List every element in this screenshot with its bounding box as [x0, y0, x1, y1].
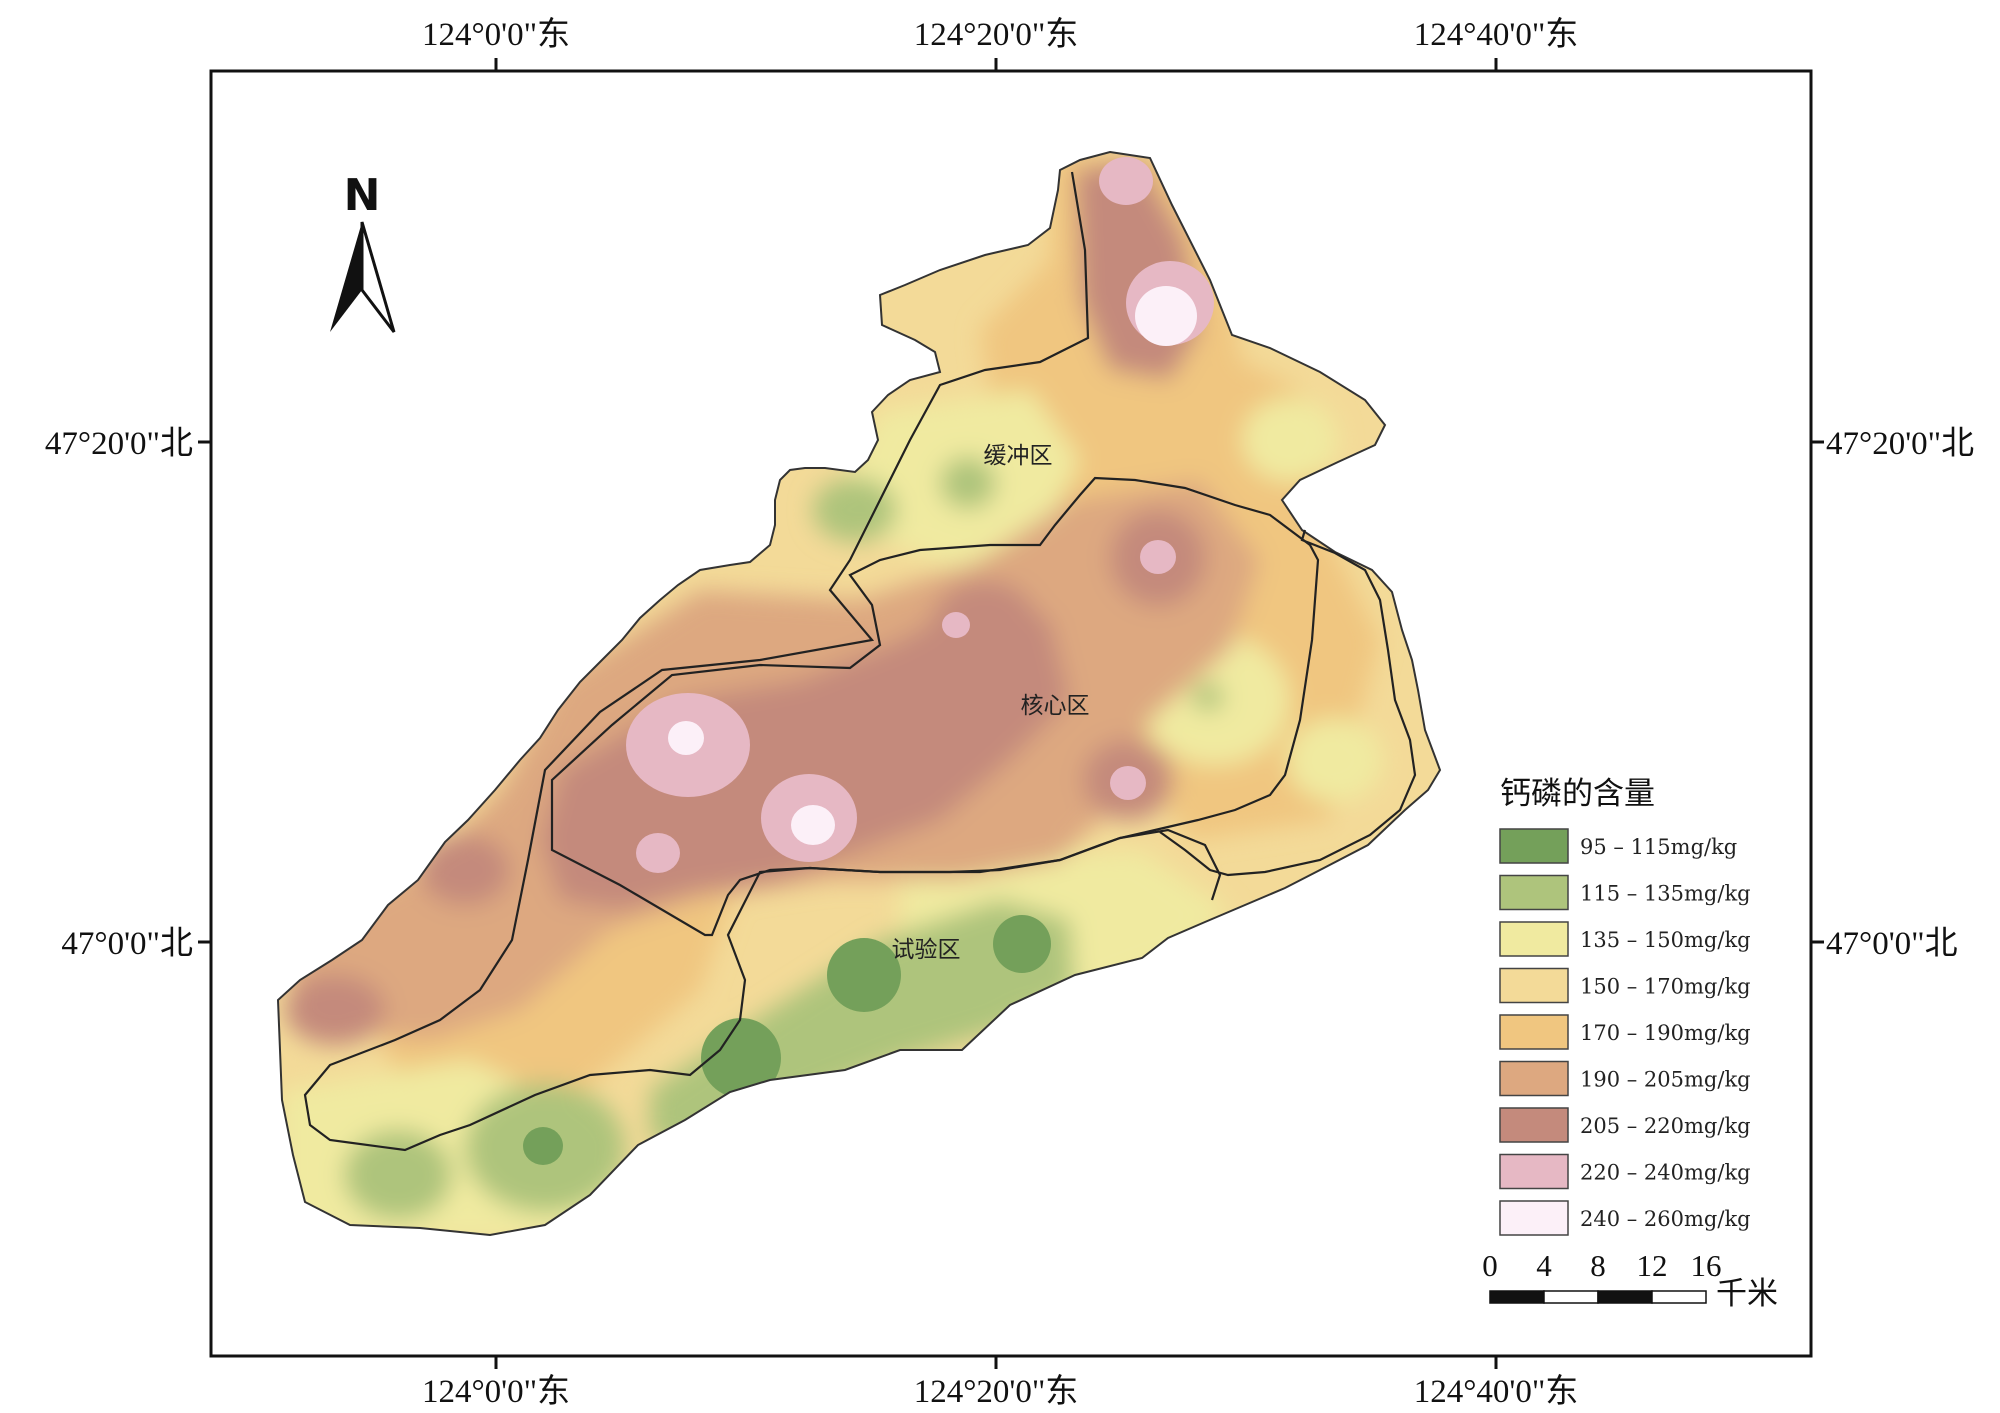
coord-left-2: 47°0'0"北 [61, 926, 193, 962]
frame-ticks [198, 58, 1824, 1369]
legend-swatch [1499, 1200, 1569, 1236]
zone-boundaries [303, 171, 1417, 1152]
scale-tick-label: 8 [1590, 1248, 1606, 1283]
scale-tick-label: 16 [1691, 1248, 1722, 1283]
legend-label: 95 – 115mg/kg [1580, 835, 1737, 859]
legend-swatch [1499, 828, 1569, 864]
coord-top-3: 124°40'0"东 [1414, 16, 1579, 53]
experimental-zone-boundary [1159, 529, 1417, 877]
legend-swatch [1499, 967, 1569, 1004]
legend-label: 150 – 170mg/kg [1580, 975, 1751, 999]
legend-label: 115 – 135mg/kg [1580, 882, 1751, 906]
coord-left-1: 47°20'0"北 [45, 426, 193, 462]
legend-title: 钙磷的含量 [1500, 776, 1655, 812]
north-arrow-left-half [330, 222, 362, 332]
legend-label: 170 – 190mg/kg [1580, 1021, 1751, 1045]
coord-bottom-3: 124°40'0"东 [1414, 1373, 1579, 1410]
zone-label-experimental: 试验区 [892, 937, 961, 963]
scale-unit: 千米 [1716, 1276, 1778, 1312]
zone-label-buffer: 缓冲区 [984, 443, 1053, 469]
buffer-zone-boundary [303, 171, 1222, 1152]
legend-swatch [1499, 1107, 1569, 1143]
scale-segment-2 [1543, 1290, 1599, 1304]
legend-swatch [1499, 874, 1569, 911]
scale-tick-label: 12 [1637, 1248, 1668, 1283]
legend-swatch [1499, 921, 1569, 957]
scale-tick-label: 0 [1482, 1248, 1498, 1283]
scale-tick-label: 4 [1536, 1248, 1552, 1283]
legend-label: 135 – 150mg/kg [1580, 928, 1751, 952]
legend-label: 220 – 240mg/kg [1580, 1161, 1751, 1185]
scale-bar: 0 4 8 12 16 千米 [1482, 1248, 1778, 1312]
legend-label: 190 – 205mg/kg [1580, 1068, 1751, 1092]
coord-top-2: 124°20'0"东 [914, 16, 1079, 53]
coord-bottom-2: 124°20'0"东 [914, 1373, 1079, 1410]
scale-segment-3 [1597, 1290, 1653, 1304]
legend-label: 240 – 260mg/kg [1580, 1207, 1751, 1231]
legend-swatch [1499, 1014, 1569, 1050]
legend: 钙磷的含量 95 – 115mg/kg 115 – 135mg/kg 135 – 1… [1499, 776, 1751, 1236]
coord-right-1: 47°20'0"北 [1826, 426, 1974, 462]
coord-bottom-1: 124°0'0"东 [422, 1373, 570, 1410]
scale-segment-1 [1489, 1290, 1545, 1304]
legend-items: 95 – 115mg/kg 115 – 135mg/kg 135 – 150mg/k… [1499, 828, 1751, 1236]
north-arrow-label: N [344, 170, 381, 221]
coordinate-labels: 124°0'0"东 124°20'0"东 124°40'0"东 124°0'0"… [45, 16, 1974, 1410]
north-arrow: N [330, 170, 396, 333]
legend-label: 205 – 220mg/kg [1580, 1114, 1751, 1138]
legend-swatch [1499, 1060, 1569, 1097]
coord-top-1: 124°0'0"东 [422, 16, 570, 53]
scale-tick-labels: 0 4 8 12 16 [1482, 1248, 1721, 1283]
core-zone-boundary [550, 476, 1320, 937]
coord-right-2: 47°0'0"北 [1826, 926, 1958, 962]
north-arrow-right-half [360, 221, 396, 333]
legend-swatch [1499, 1153, 1569, 1190]
zone-label-core: 核心区 [1021, 693, 1090, 719]
scale-segment-4 [1651, 1290, 1707, 1304]
